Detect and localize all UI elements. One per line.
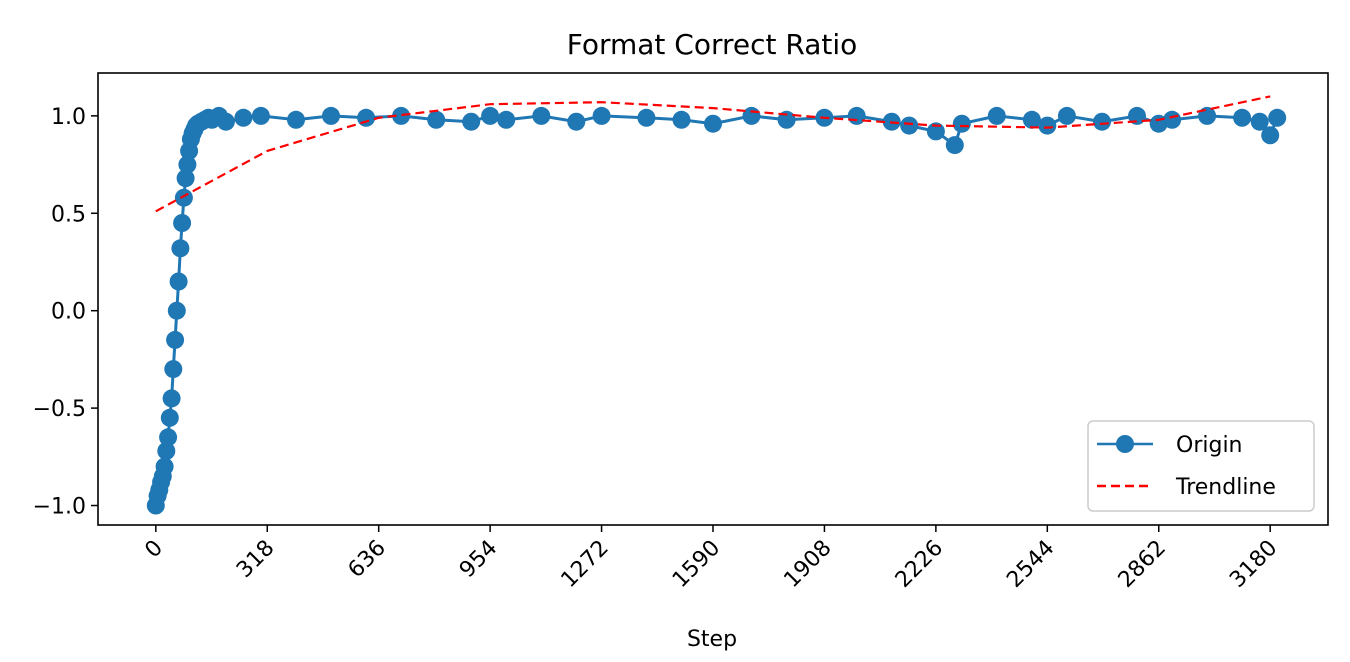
legend-origin-marker bbox=[1116, 435, 1134, 453]
origin-data-point bbox=[176, 169, 195, 188]
chart-title: Format Correct Ratio bbox=[567, 28, 858, 61]
x-tick-label: 1908 bbox=[779, 536, 836, 593]
origin-data-point bbox=[234, 108, 253, 127]
x-axis: 0 318 636 954 1272 1590 1908 2226 2544 2862 3180 bbox=[140, 525, 1282, 593]
y-tick-label: 1.0 bbox=[51, 105, 86, 130]
origin-data-point bbox=[160, 408, 179, 427]
x-axis-label: Step bbox=[687, 627, 737, 652]
x-tick-label: 636 bbox=[344, 536, 391, 583]
origin-data-point bbox=[1250, 112, 1269, 131]
x-tick-label: 2226 bbox=[891, 536, 948, 593]
y-tick-label: −1.0 bbox=[33, 495, 86, 520]
x-tick-label: 2862 bbox=[1114, 536, 1171, 593]
origin-data-point bbox=[592, 106, 611, 125]
origin-data-point bbox=[166, 330, 185, 349]
origin-data-point bbox=[357, 108, 376, 127]
x-tick-label: 318 bbox=[232, 536, 279, 583]
origin-data-point bbox=[637, 108, 656, 127]
origin-data-point bbox=[216, 112, 235, 131]
origin-data-point bbox=[1093, 112, 1111, 131]
origin-data-point bbox=[704, 114, 722, 133]
origin-data-point bbox=[287, 110, 305, 129]
origin-data-point bbox=[178, 155, 197, 174]
origin-data-point bbox=[900, 116, 919, 135]
origin-data-point bbox=[532, 106, 551, 125]
legend-trendline-label: Trendline bbox=[1175, 475, 1276, 500]
origin-data-point bbox=[251, 106, 270, 125]
y-axis: −1.0 −0.5 0.0 0.5 1.0 bbox=[33, 105, 98, 520]
origin-data-point bbox=[392, 106, 411, 125]
origin-data-point bbox=[167, 301, 186, 320]
origin-data-point bbox=[322, 106, 340, 125]
origin-data-point bbox=[1233, 108, 1252, 127]
origin-data-point bbox=[155, 457, 174, 476]
origin-data-point bbox=[945, 136, 964, 155]
origin-data-point bbox=[159, 428, 178, 447]
origin-data-point bbox=[1038, 116, 1057, 135]
origin-data-point bbox=[742, 106, 761, 125]
origin-data-point bbox=[672, 110, 691, 129]
origin-data-point bbox=[462, 112, 481, 131]
origin-data-point bbox=[1198, 106, 1217, 125]
origin-data-point bbox=[1261, 126, 1280, 145]
y-tick-label: −0.5 bbox=[33, 397, 86, 422]
x-tick-label: 1590 bbox=[668, 536, 725, 593]
y-tick-label: 0.5 bbox=[51, 202, 86, 227]
x-tick-label: 1272 bbox=[557, 536, 614, 593]
origin-data-point bbox=[173, 214, 192, 232]
origin-data-point bbox=[952, 114, 971, 133]
origin-data-point bbox=[171, 239, 190, 258]
origin-data-point bbox=[1057, 106, 1076, 125]
origin-data-point bbox=[164, 360, 183, 379]
origin-data-point bbox=[926, 122, 945, 141]
origin-data-point bbox=[1268, 108, 1287, 127]
x-tick-label: 3180 bbox=[1225, 536, 1282, 593]
origin-data-point bbox=[174, 188, 193, 207]
origin-data-point bbox=[162, 389, 181, 408]
x-tick-label: 954 bbox=[455, 536, 502, 583]
origin-data-point bbox=[567, 112, 586, 131]
trendline-series-line bbox=[155, 95, 1271, 213]
y-tick-label: 0.0 bbox=[51, 300, 86, 325]
origin-data-point bbox=[847, 106, 866, 125]
origin-data-point bbox=[1128, 106, 1146, 125]
origin-data-point bbox=[169, 272, 188, 291]
origin-data-point bbox=[1163, 110, 1182, 129]
legend-origin-label: Origin bbox=[1176, 433, 1243, 458]
legend: Origin Trendline bbox=[1087, 420, 1315, 512]
origin-data-point bbox=[1022, 110, 1041, 129]
origin-series-layer bbox=[146, 106, 1287, 515]
x-tick-label: 2544 bbox=[1002, 536, 1059, 593]
trendline-layer bbox=[155, 95, 1271, 213]
x-tick-label: 0 bbox=[140, 536, 168, 564]
origin-data-point bbox=[157, 442, 176, 460]
origin-data-point bbox=[987, 106, 1006, 125]
origin-data-point bbox=[497, 110, 516, 129]
origin-data-point bbox=[427, 110, 446, 129]
origin-data-point bbox=[481, 106, 500, 125]
origin-data-point bbox=[777, 110, 796, 129]
